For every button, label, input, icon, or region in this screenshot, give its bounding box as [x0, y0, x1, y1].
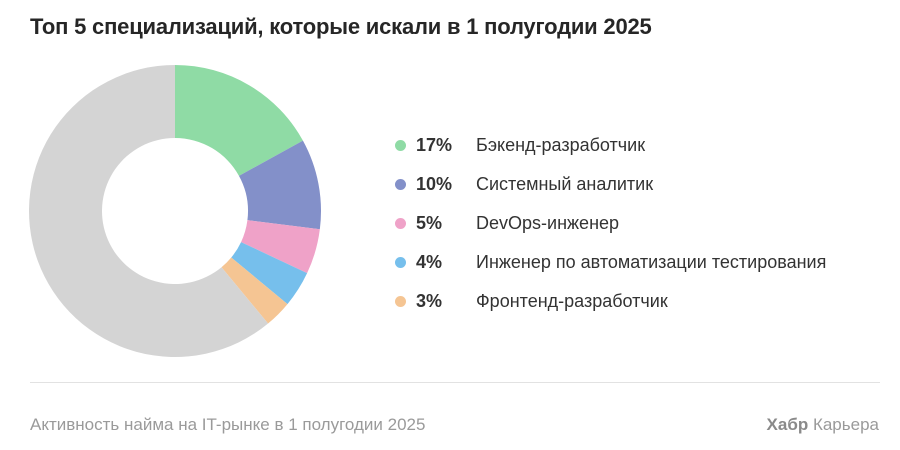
legend-dot	[395, 218, 406, 229]
legend-label: Системный аналитик	[476, 174, 654, 194]
legend-item: 10% Системный аналитик	[395, 165, 826, 204]
footer-caption: Активность найма на IT-рынке в 1 полугод…	[30, 415, 426, 434]
legend-percent: 10%	[416, 174, 453, 194]
legend-item: 17% Бэкенд-разработчик	[395, 126, 826, 165]
donut-slice-remainder	[28, 65, 269, 357]
donut-slice	[241, 220, 320, 274]
legend-label: Инженер по автоматизации тестирования	[476, 252, 827, 272]
legend-dot	[395, 179, 406, 190]
legend-item: 4% Инженер по автоматизации тестирования	[395, 243, 826, 282]
chart-title: Топ 5 специализаций, которые искали в 1 …	[30, 14, 652, 39]
brand-bold: Хабр	[766, 415, 809, 434]
divider	[30, 382, 880, 383]
legend-item: 5% DevOps-инженер	[395, 204, 826, 243]
legend-label: DevOps-инженер	[476, 213, 620, 233]
brand-logo: Хабр Карьера	[767, 415, 879, 435]
brand-regular: Карьера	[812, 415, 879, 434]
donut-slice	[175, 65, 303, 176]
legend-dot	[395, 296, 406, 307]
legend-dot	[395, 257, 406, 268]
legend: 17% Бэкенд-разработчик 10% Системный анали…	[395, 126, 826, 321]
legend-percent: 17%	[416, 135, 453, 155]
donut-slice	[238, 140, 321, 230]
legend-percent: 5%	[416, 213, 443, 233]
legend-percent: 4%	[416, 252, 443, 272]
legend-label: Бэкенд-разработчик	[476, 135, 646, 155]
legend-percent: 3%	[416, 291, 443, 311]
legend-dot	[395, 140, 406, 151]
donut-chart	[28, 65, 321, 357]
donut-slice	[221, 257, 288, 324]
legend-item: 3% Фронтенд-разработчик	[395, 282, 826, 321]
donut-slice	[231, 242, 308, 305]
legend-label: Фронтенд-разработчик	[476, 291, 668, 311]
